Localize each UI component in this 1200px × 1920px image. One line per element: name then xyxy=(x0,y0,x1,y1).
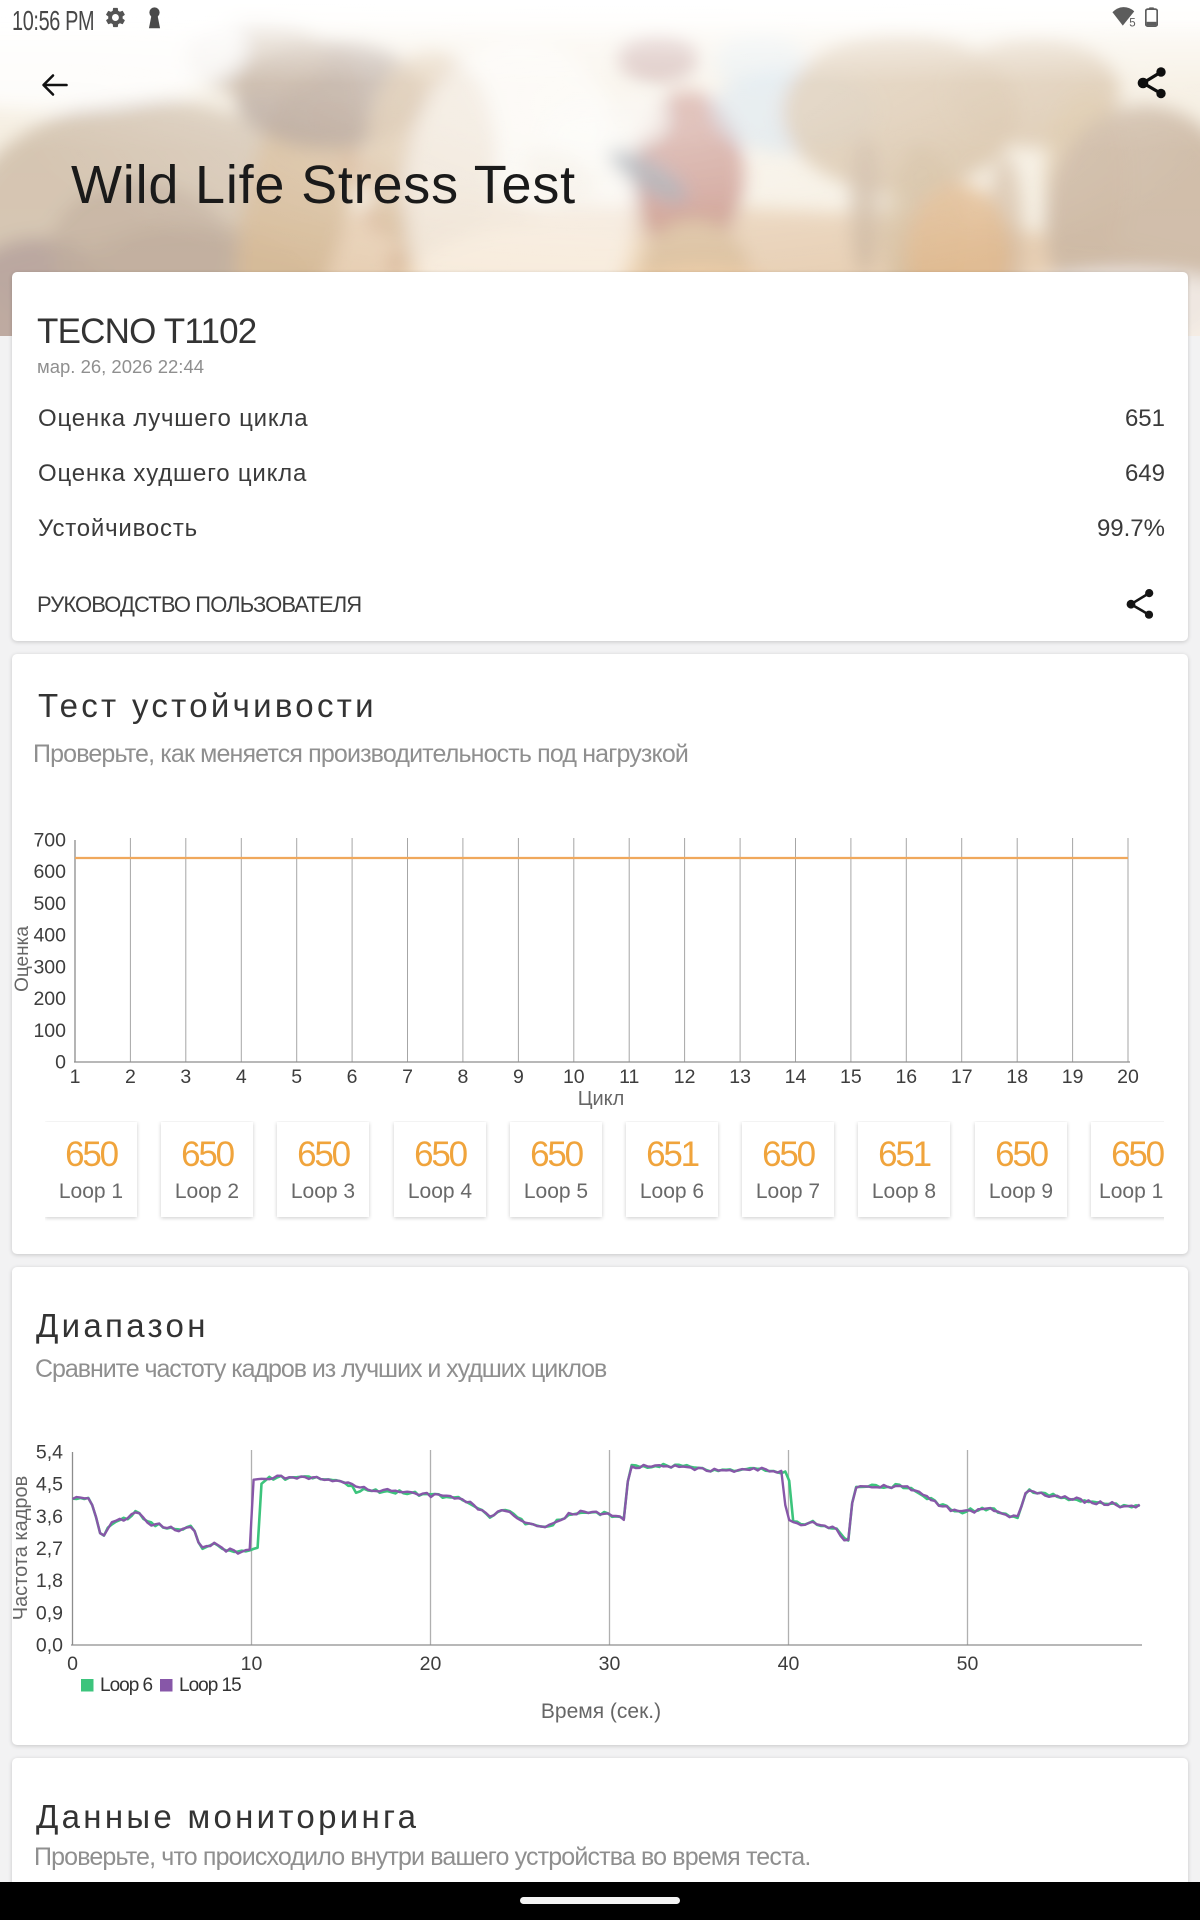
svg-text:Loop 15: Loop 15 xyxy=(179,1675,241,1696)
svg-text:40: 40 xyxy=(778,1653,800,1675)
svg-text:5: 5 xyxy=(291,1066,302,1088)
svg-text:3,6: 3,6 xyxy=(36,1506,63,1528)
svg-text:100: 100 xyxy=(33,1020,66,1042)
svg-text:4: 4 xyxy=(236,1066,247,1088)
svg-text:0,9: 0,9 xyxy=(36,1602,63,1624)
svg-text:Цикл: Цикл xyxy=(578,1088,625,1110)
svg-text:20: 20 xyxy=(420,1653,442,1675)
svg-text:1,8: 1,8 xyxy=(36,1570,63,1592)
svg-text:1: 1 xyxy=(70,1066,81,1088)
svg-text:600: 600 xyxy=(33,861,66,883)
svg-text:18: 18 xyxy=(1006,1066,1028,1088)
svg-text:19: 19 xyxy=(1062,1066,1084,1088)
svg-text:3: 3 xyxy=(180,1066,191,1088)
svg-text:4,5: 4,5 xyxy=(36,1474,63,1496)
svg-text:700: 700 xyxy=(33,830,66,852)
svg-text:2,7: 2,7 xyxy=(36,1538,63,1560)
svg-text:500: 500 xyxy=(33,893,66,915)
svg-text:12: 12 xyxy=(674,1066,696,1088)
svg-text:6: 6 xyxy=(347,1066,358,1088)
svg-text:0: 0 xyxy=(67,1653,78,1675)
svg-text:Оценка: Оценка xyxy=(12,926,33,992)
svg-text:400: 400 xyxy=(33,925,66,947)
svg-text:17: 17 xyxy=(951,1066,973,1088)
svg-text:8: 8 xyxy=(457,1066,468,1088)
svg-text:Loop 6: Loop 6 xyxy=(100,1675,153,1696)
svg-text:50: 50 xyxy=(957,1653,979,1675)
svg-text:5,4: 5,4 xyxy=(36,1442,63,1464)
svg-text:7: 7 xyxy=(402,1066,413,1088)
svg-text:15: 15 xyxy=(840,1066,862,1088)
svg-text:10: 10 xyxy=(241,1653,263,1675)
svg-text:30: 30 xyxy=(599,1653,621,1675)
svg-text:9: 9 xyxy=(513,1066,524,1088)
svg-text:20: 20 xyxy=(1117,1066,1139,1088)
svg-text:14: 14 xyxy=(785,1066,807,1088)
svg-text:11: 11 xyxy=(619,1066,639,1088)
svg-text:Время (сек.): Время (сек.) xyxy=(541,1700,661,1723)
svg-text:5: 5 xyxy=(1129,18,1135,28)
svg-text:0,0: 0,0 xyxy=(36,1635,63,1657)
svg-text:300: 300 xyxy=(33,956,66,978)
svg-text:Частота кадров: Частота кадров xyxy=(10,1476,32,1621)
svg-text:16: 16 xyxy=(895,1066,917,1088)
svg-text:2: 2 xyxy=(125,1066,136,1088)
svg-text:200: 200 xyxy=(33,988,66,1010)
svg-text:10: 10 xyxy=(563,1066,585,1088)
svg-text:13: 13 xyxy=(729,1066,751,1088)
svg-text:0: 0 xyxy=(55,1052,66,1074)
